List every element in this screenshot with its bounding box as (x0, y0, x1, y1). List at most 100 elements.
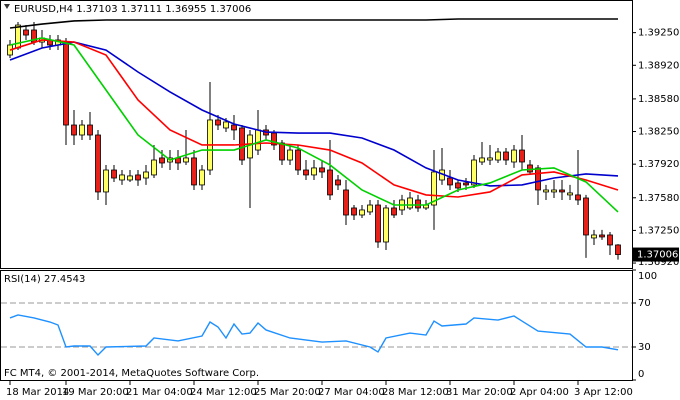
candle-body (527, 164, 533, 173)
candle-body (199, 169, 205, 186)
candle-body (71, 124, 77, 136)
moving-average (9, 41, 619, 187)
candle-body (567, 192, 573, 196)
candle-body (519, 149, 525, 163)
candle-body (543, 189, 549, 193)
price-box (633, 247, 679, 262)
candle-body (559, 189, 565, 193)
candle-body (335, 179, 341, 186)
candle-body (591, 234, 597, 239)
candle-body (311, 167, 317, 176)
candle-body (479, 157, 485, 163)
footer: FC MT4, © 2001-2014, MetaQuotes Software… (4, 368, 259, 379)
candle-body (367, 204, 373, 213)
candle-body (255, 129, 261, 151)
symbol: EURUSD,H4 (14, 4, 73, 15)
candle-body (615, 244, 621, 255)
moving-average (9, 37, 619, 213)
moving-average (9, 39, 619, 198)
x-tick-label: 18 Mar 2014 (6, 387, 69, 398)
y-tick-label: 1.37920 (638, 159, 679, 170)
candle-body (319, 167, 325, 173)
candle-body (79, 124, 85, 136)
candle-body (87, 124, 93, 136)
y-tick-label: 1.37580 (638, 193, 679, 204)
candle-body (407, 197, 413, 209)
candle-body (383, 207, 389, 243)
candle-body (63, 41, 69, 126)
candle-body (327, 169, 333, 196)
candle-body (143, 171, 149, 179)
y-tick-label: 1.38580 (638, 94, 679, 105)
candle-body (495, 151, 501, 161)
x-tick-label: 19 Mar 20:00 (62, 387, 129, 398)
candle-body (103, 169, 109, 193)
x-tick-label: 21 Mar 04:00 (126, 387, 193, 398)
candle-body (391, 207, 397, 216)
candle-body (535, 167, 541, 191)
x-tick-label: 28 Mar 12:00 (382, 387, 449, 398)
candle-body (511, 149, 517, 163)
y-tick-label: 0 (638, 369, 644, 380)
y-tick-label: 30 (638, 342, 651, 353)
candle-body (575, 194, 581, 201)
main-panel (0, 0, 633, 269)
x-tick-label: 3 Apr 12:00 (574, 387, 633, 398)
arrow-icon (4, 4, 10, 9)
candle-body (135, 174, 141, 181)
candle-body (351, 207, 357, 216)
rsi-title: RSI(14) (4, 274, 41, 285)
candle-body (599, 234, 605, 238)
candle-body (287, 149, 293, 161)
rsi-panel (0, 270, 633, 381)
candle-body (359, 209, 365, 216)
rsi-header: RSI(14) 27.4543 (4, 274, 85, 285)
y-tick-label: 1.39250 (638, 28, 679, 39)
x-tick-label: 31 Mar 20:00 (446, 387, 513, 398)
candle-body (183, 157, 189, 163)
y-tick-label: 1.36920 (638, 257, 679, 268)
candle-body (551, 189, 557, 193)
candle-body (431, 171, 437, 206)
candle-body (463, 182, 469, 186)
candle-body (607, 234, 613, 246)
current-price: 1.37006 (637, 250, 678, 261)
candle-body (583, 197, 589, 236)
candle-body (231, 124, 237, 131)
candle-body (295, 149, 301, 171)
candle-body (303, 169, 309, 176)
candle-body (223, 121, 229, 129)
candle-body (119, 174, 125, 181)
x-tick-label: 24 Mar 12:00 (190, 387, 257, 398)
candle-body (151, 159, 157, 176)
candle-body (455, 182, 461, 189)
candle-body (247, 134, 253, 159)
y-tick-label: 70 (638, 298, 651, 309)
x-tick-label: 25 Mar 20:00 (254, 387, 321, 398)
rsi-line (9, 314, 619, 357)
high: 1.37111 (121, 4, 162, 15)
low: 1.36955 (165, 4, 206, 15)
candle-body (471, 159, 477, 186)
candle-body (487, 157, 493, 161)
candle-body (127, 175, 133, 181)
candle-body (215, 119, 221, 126)
candle-body (15, 24, 21, 49)
candle-body (503, 151, 509, 161)
symbol-header: EURUSD,H4 1.37103 1.37111 1.36955 1.3700… (14, 4, 251, 15)
x-tick-label: 2 Apr 04:00 (510, 387, 569, 398)
x-tick-label: 27 Mar 04:00 (318, 387, 385, 398)
candle-body (95, 134, 101, 193)
y-tick-label: 1.37250 (638, 225, 679, 236)
candle-body (415, 199, 421, 209)
candle-body (111, 169, 117, 179)
open: 1.37103 (76, 4, 117, 15)
rsi-value: 27.4543 (44, 274, 85, 285)
candle-body (343, 189, 349, 216)
y-tick-label: 100 (638, 271, 657, 282)
candle-body (447, 177, 453, 186)
candle-body (23, 29, 29, 36)
candle-body (279, 142, 285, 161)
y-tick-label: 1.38920 (638, 60, 679, 71)
